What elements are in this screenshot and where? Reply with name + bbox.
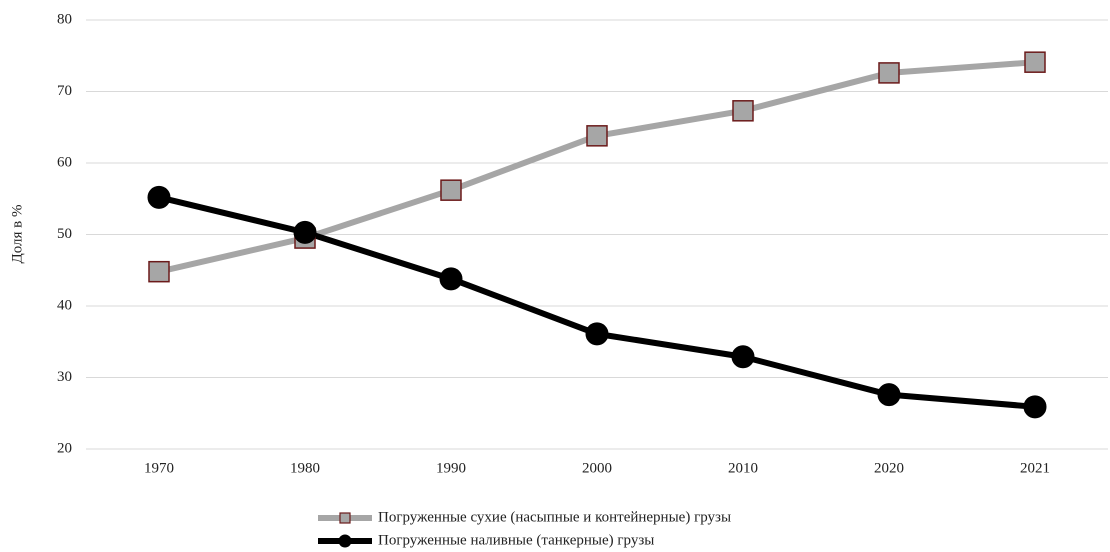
marker xyxy=(877,383,901,407)
x-tick-label: 2020 xyxy=(874,460,904,476)
y-tick-label: 50 xyxy=(57,226,72,242)
marker xyxy=(439,267,463,291)
marker xyxy=(293,220,317,244)
marker xyxy=(147,185,171,209)
x-tick-label: 2021 xyxy=(1020,460,1050,476)
y-tick-label: 80 xyxy=(57,11,72,27)
x-tick-label: 1980 xyxy=(290,460,320,476)
legend-label: Погруженные сухие (насыпные и контейнерн… xyxy=(378,509,731,525)
y-tick-label: 60 xyxy=(57,154,72,170)
marker xyxy=(1023,395,1047,419)
marker xyxy=(586,125,608,147)
y-tick-label: 70 xyxy=(57,83,72,99)
y-axis-label: Доля в % xyxy=(9,205,25,264)
x-tick-label: 2010 xyxy=(728,460,758,476)
marker xyxy=(338,534,352,548)
series-line xyxy=(158,59,1036,275)
marker xyxy=(1024,51,1046,73)
marker xyxy=(440,179,462,201)
marker xyxy=(731,345,755,369)
y-tick-label: 20 xyxy=(57,440,72,456)
marker xyxy=(732,100,754,122)
y-tick-label: 40 xyxy=(57,297,72,313)
x-tick-label: 1970 xyxy=(144,460,174,476)
y-tick-label: 30 xyxy=(57,369,72,385)
marker xyxy=(148,260,170,283)
marker xyxy=(339,512,351,524)
series-line xyxy=(158,194,1036,410)
marker xyxy=(878,62,900,84)
x-tick-label: 1990 xyxy=(436,460,466,476)
legend-label: Погруженные наливные (танкерные) грузы xyxy=(378,532,654,548)
x-tick-label: 2000 xyxy=(582,460,612,476)
marker xyxy=(585,322,609,346)
